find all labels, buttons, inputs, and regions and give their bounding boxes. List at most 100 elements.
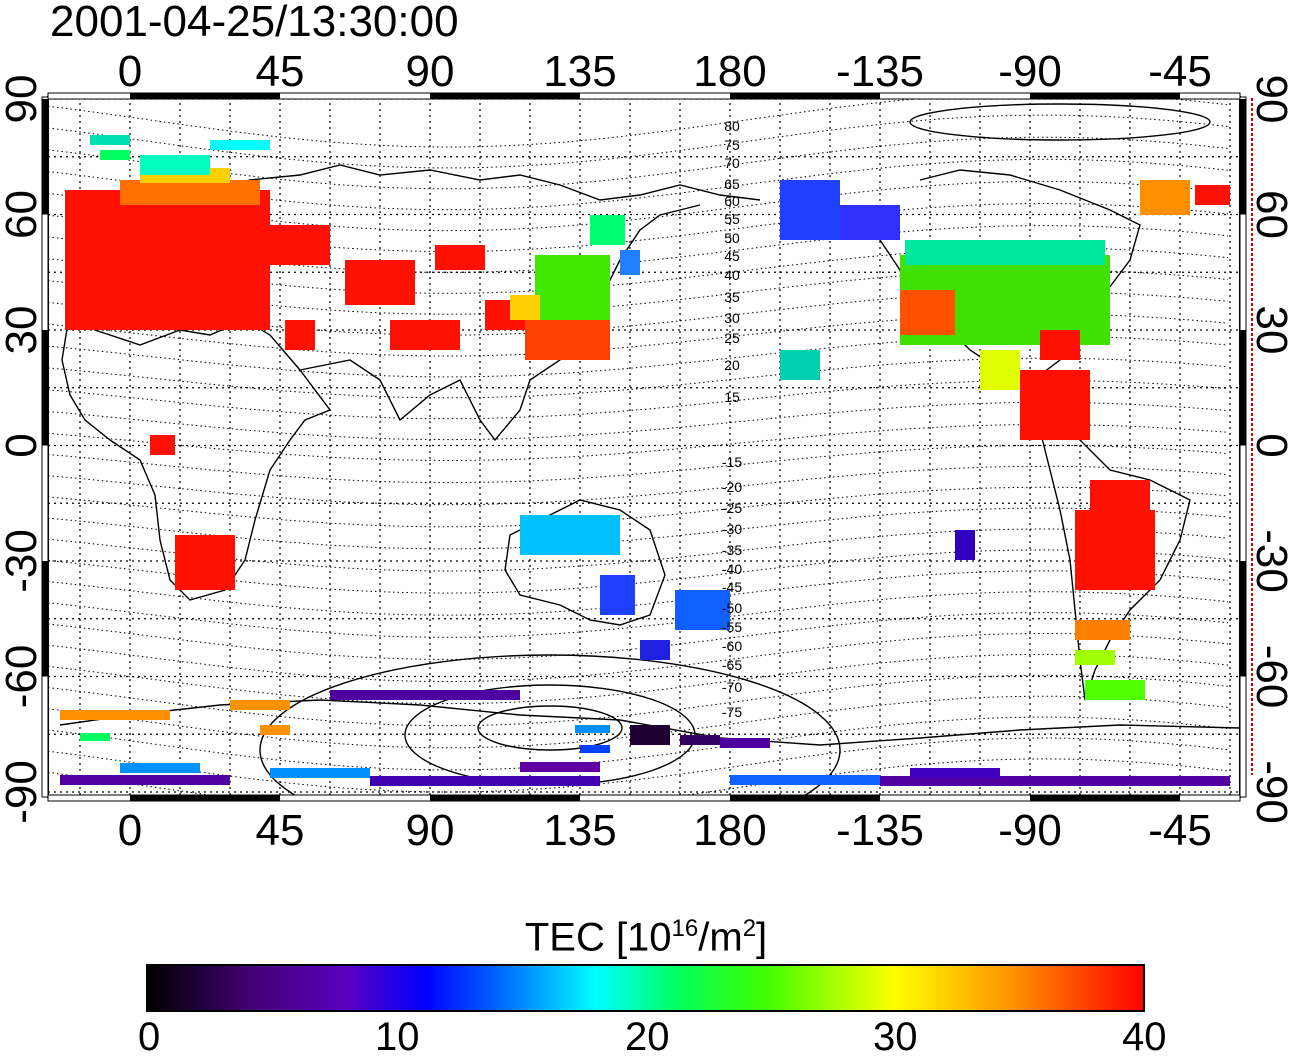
contour-label: -30 (722, 521, 742, 537)
colorbar-title-prefix: TEC [10 (524, 915, 672, 960)
lat-tick-label: 0 (1247, 433, 1292, 457)
lat-tick-label: -30 (0, 529, 46, 593)
lon-tick-label: 90 (406, 47, 455, 96)
lon-tick-label: 45 (256, 47, 305, 96)
lat-tick-label: -30 (1247, 529, 1292, 593)
contour-label: 75 (724, 137, 740, 153)
axis-bar-bg (47, 92, 1241, 100)
lon-axis-bar-top (47, 92, 1241, 100)
lat-lon-grid (48, 97, 1240, 797)
axis-bar-segment (130, 795, 280, 801)
colorbar-title-unit: /m (698, 915, 743, 960)
contour-label: -45 (722, 579, 742, 595)
lon-tick-label: -45 (1148, 47, 1212, 96)
contour-label: 50 (724, 230, 740, 246)
contour-label: 40 (724, 267, 740, 283)
lat-ticks-right: 90 60 30 0 -30 -60 -90 (1247, 75, 1292, 824)
lon-tick-label: -45 (1148, 806, 1212, 855)
axis-bar-segment (130, 93, 280, 99)
colorbar-tick-30: 30 (873, 1015, 918, 1059)
contour-label: 70 (724, 155, 740, 171)
lon-tick-label: 180 (693, 806, 766, 855)
magnetic-contour (48, 612, 1229, 660)
magnetic-contour (48, 737, 1229, 793)
magnetic-contour (48, 507, 1229, 550)
lat-axis-bar-left (41, 96, 49, 798)
magnetic-contour (48, 114, 1229, 169)
contour-label: -60 (722, 638, 742, 654)
lon-tick-label: -90 (998, 47, 1062, 96)
africa-coast (61, 308, 332, 601)
lon-tick-label: 180 (693, 47, 766, 96)
axis-bar-segment (430, 93, 580, 99)
lon-ticks-bottom: 0 45 90 135 180 -135 -90 -45 (118, 806, 1212, 855)
lat-tick-label: 30 (1247, 306, 1292, 355)
lat-tick-label: 30 (0, 306, 46, 355)
magnetic-contour (48, 549, 1229, 594)
lon-tick-label: 45 (256, 806, 305, 855)
contour-label: 65 (724, 176, 740, 192)
lat-tick-label: -90 (0, 760, 46, 824)
axis-bar-segment (1240, 330, 1246, 446)
contour-label: 20 (724, 357, 740, 373)
lat-tick-label: -60 (0, 645, 46, 709)
colorbar-title-exponent: 16 (671, 915, 699, 942)
contour-label: 35 (724, 289, 740, 305)
magnetic-contour (48, 444, 1229, 484)
tec-colorbar (146, 964, 1145, 1012)
magnetic-contour (48, 674, 1229, 727)
antarctic-contour-inner (477, 705, 623, 751)
axis-bar-segment (430, 795, 580, 801)
axis-bar-bg (41, 96, 49, 798)
contour-label: -20 (722, 479, 742, 495)
contour-label: -25 (722, 500, 742, 516)
contour-label: -50 (722, 600, 742, 616)
lon-tick-label: -90 (998, 806, 1062, 855)
lon-axis-bar-bottom (47, 794, 1241, 802)
contour-label: 25 (724, 330, 740, 346)
axis-bar-segment (1240, 561, 1246, 677)
axis-bar-segment (42, 561, 48, 677)
axis-bar-segment (1030, 795, 1180, 801)
axis-bar-segment (1030, 93, 1180, 99)
contour-label: 80 (724, 118, 740, 134)
magnetic-contour (48, 357, 1229, 399)
antarctica-coast (59, 699, 1240, 746)
tec-europe (65, 190, 270, 330)
tec-observations (60, 135, 1230, 786)
magnetic-contour (48, 632, 1229, 683)
colorbar-tick-0: 0 (138, 1015, 161, 1059)
axis-bar-bg (47, 794, 1241, 802)
magnetic-contour (48, 653, 1229, 705)
contour-label: 15 (724, 389, 740, 405)
lat-tick-label: 60 (0, 190, 46, 239)
magnetic-contour (48, 465, 1229, 506)
lon-ticks-top: 0 45 90 135 180 -135 -90 -45 (118, 47, 1212, 96)
contour-label: -75 (722, 704, 742, 720)
magnetic-contour (48, 486, 1229, 528)
lat-tick-label: -90 (1247, 760, 1292, 824)
map-timestamp-title: 2001-04-25/13:30:00 (50, 0, 459, 46)
axis-bar-segment (42, 99, 48, 215)
magnetic-contour (48, 136, 1229, 190)
magnetic-contour (48, 695, 1229, 749)
lon-tick-label: -135 (836, 806, 924, 855)
lat-tick-label: -60 (1247, 645, 1292, 709)
antarctic-contour-outer (259, 654, 841, 797)
tec-australia (520, 515, 620, 555)
lat-axis-bar-right (1239, 96, 1247, 798)
lat-tick-label: 0 (0, 433, 46, 457)
lat-tick-label: 90 (0, 75, 46, 124)
axis-bar-segment (730, 795, 880, 801)
contour-label: -35 (722, 542, 742, 558)
tec-new-zealand (675, 590, 730, 630)
colorbar-tick-10: 10 (375, 1015, 420, 1059)
contour-label: 55 (724, 211, 740, 227)
lat-ticks-left: 90 60 30 0 -30 -60 -90 (0, 75, 46, 824)
magnetic-contour (48, 528, 1229, 572)
contour-label: -65 (722, 657, 742, 673)
colorbar-title-suffix: ] (756, 915, 768, 960)
colorbar-tick-40: 40 (1122, 1015, 1167, 1059)
